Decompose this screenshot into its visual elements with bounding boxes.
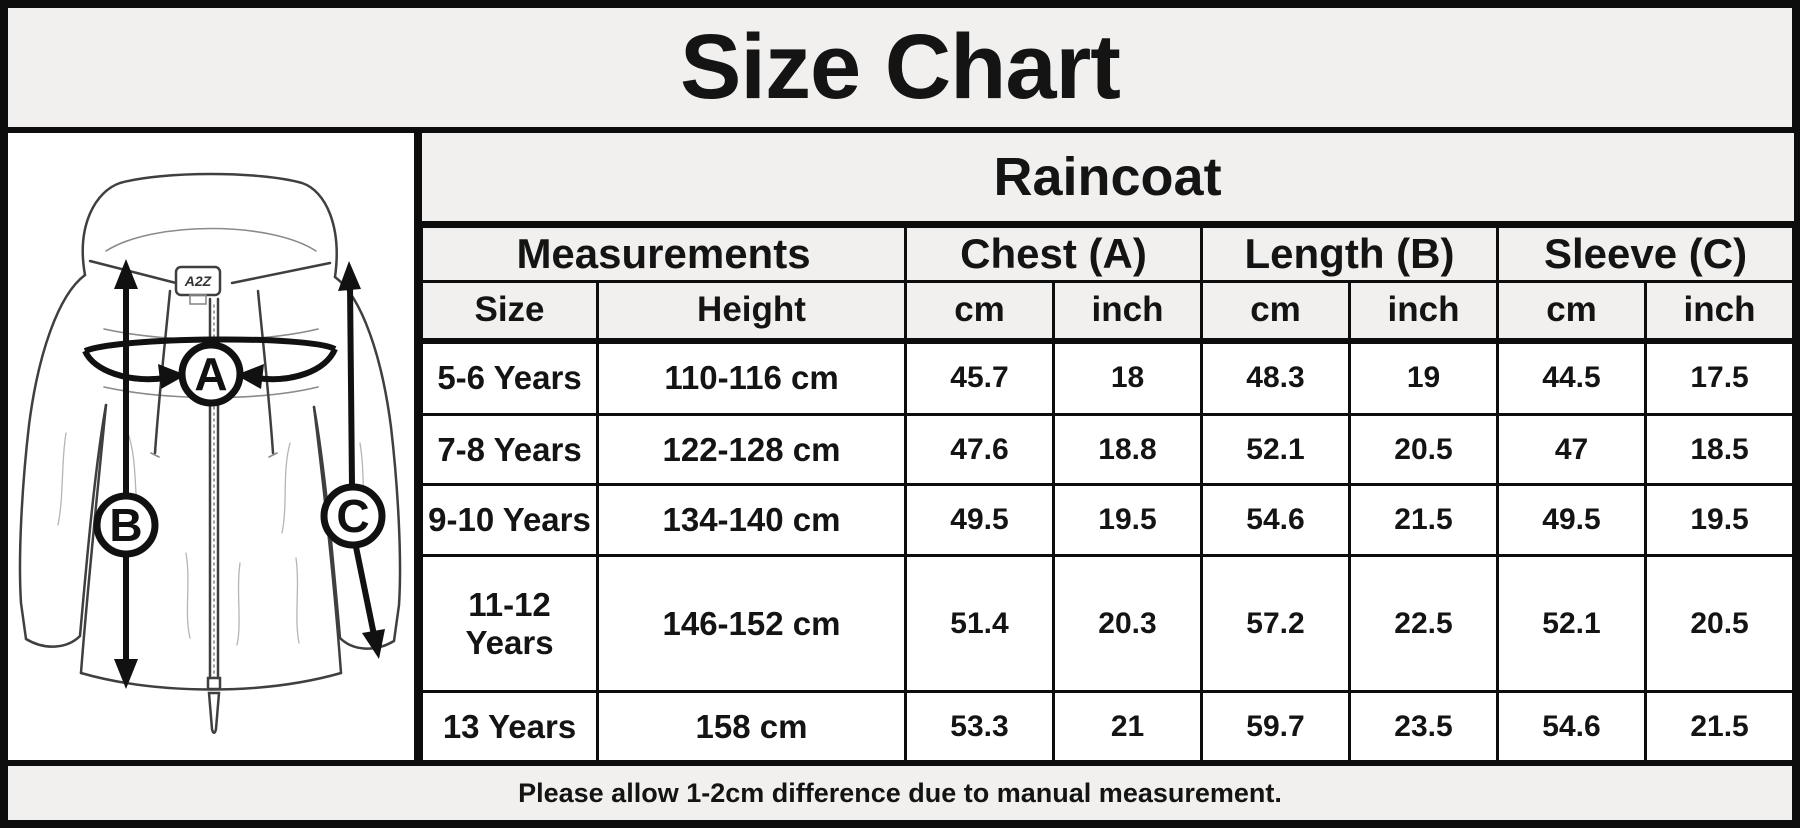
product-name: Raincoat — [421, 133, 1794, 228]
measurement-diagram-panel: A2Z A — [8, 133, 420, 760]
cell-sleeve-cm: 52.1 — [1496, 554, 1647, 694]
cell-length-inch: 20.5 — [1348, 412, 1499, 487]
table-row: 11-12 Years 146-152 cm 51.4 20.3 57.2 22… — [420, 554, 1796, 694]
cell-chest-cm: 51.4 — [904, 554, 1055, 694]
col-header-sleeve-inch: inch — [1643, 279, 1796, 344]
cell-height: 110-116 cm — [596, 339, 907, 416]
cell-length-inch: 21.5 — [1348, 483, 1499, 558]
raincoat-sketch: A2Z A — [18, 172, 402, 734]
cell-sleeve-inch: 18.5 — [1643, 412, 1796, 487]
col-header-sleeve-cm: cm — [1496, 279, 1647, 344]
col-header-chest-inch: inch — [1052, 279, 1203, 344]
label-b: B — [109, 499, 142, 551]
cell-chest-inch: 18 — [1052, 339, 1203, 416]
cell-length-cm: 57.2 — [1200, 554, 1351, 694]
cell-chest-inch: 20.3 — [1052, 554, 1203, 694]
size-table: Raincoat Measurements Chest (A) Length (… — [420, 133, 1796, 760]
cell-chest-inch: 18.8 — [1052, 412, 1203, 487]
brand-tag: A2Z — [174, 265, 222, 305]
cell-sleeve-cm: 54.6 — [1496, 690, 1647, 760]
group-header-measurements: Measurements — [420, 222, 907, 283]
table-row: 5-6 Years 110-116 cm 45.7 18 48.3 19 44.… — [420, 339, 1796, 416]
cell-chest-cm: 53.3 — [904, 690, 1055, 760]
group-header-row: Measurements Chest (A) Length (B) Sleeve… — [420, 222, 1796, 283]
cell-sleeve-cm: 44.5 — [1496, 339, 1647, 416]
cell-sleeve-inch: 17.5 — [1643, 339, 1796, 416]
cell-sleeve-inch: 21.5 — [1643, 690, 1796, 760]
table-row: 13 Years 158 cm 53.3 21 59.7 23.5 54.6 2… — [420, 690, 1796, 760]
measure-c-sleeve: C — [320, 261, 386, 659]
col-header-length-inch: inch — [1348, 279, 1499, 344]
cell-chest-cm: 47.6 — [904, 412, 1055, 487]
cell-height: 122-128 cm — [596, 412, 907, 487]
cell-chest-cm: 45.7 — [904, 339, 1055, 416]
measure-b-length: B — [93, 259, 159, 689]
cell-length-cm: 52.1 — [1200, 412, 1351, 487]
measure-a-chest: A — [82, 336, 338, 407]
size-table-wrap: Raincoat Measurements Chest (A) Length (… — [420, 133, 1796, 760]
table-row: 7-8 Years 122-128 cm 47.6 18.8 52.1 20.5… — [420, 412, 1796, 487]
col-header-height: Height — [596, 279, 907, 344]
cell-sleeve-cm: 47 — [1496, 412, 1647, 487]
cell-length-inch: 22.5 — [1348, 554, 1499, 694]
brand-tag-label: A2Z — [184, 273, 212, 289]
raincoat-outline — [18, 172, 402, 734]
cell-chest-inch: 21 — [1052, 690, 1203, 760]
col-header-length-cm: cm — [1200, 279, 1351, 344]
cell-size: 9-10 Years — [420, 483, 599, 558]
product-header-row: Raincoat — [421, 133, 1794, 228]
cell-sleeve-inch: 19.5 — [1643, 483, 1796, 558]
col-header-chest-cm: cm — [904, 279, 1055, 344]
cell-size: 13 Years — [420, 690, 599, 760]
cell-length-inch: 23.5 — [1348, 690, 1499, 760]
col-header-size: Size — [420, 279, 599, 344]
cell-height: 158 cm — [596, 690, 907, 760]
cell-length-inch: 19 — [1348, 339, 1499, 416]
cell-chest-cm: 49.5 — [904, 483, 1055, 558]
cell-size: 11-12 Years — [420, 554, 599, 694]
cell-length-cm: 48.3 — [1200, 339, 1351, 416]
cell-sleeve-inch: 20.5 — [1643, 554, 1796, 694]
group-header-length: Length (B) — [1200, 222, 1499, 283]
group-header-chest: Chest (A) — [904, 222, 1203, 283]
cell-length-cm: 59.7 — [1200, 690, 1351, 760]
cell-sleeve-cm: 49.5 — [1496, 483, 1647, 558]
cell-height: 134-140 cm — [596, 483, 907, 558]
content-area: A2Z A — [8, 133, 1796, 760]
group-header-sleeve: Sleeve (C) — [1495, 222, 1796, 283]
cell-size: 7-8 Years — [420, 412, 599, 487]
cell-size: 5-6 Years — [420, 339, 599, 416]
cell-chest-inch: 19.5 — [1052, 483, 1203, 558]
table-row: 9-10 Years 134-140 cm 49.5 19.5 54.6 21.… — [420, 483, 1796, 558]
label-a: A — [194, 348, 227, 400]
measurement-note: Please allow 1-2cm difference due to man… — [8, 760, 1792, 820]
sub-header-row: Size Height cm inch cm inch cm inch — [420, 279, 1796, 344]
label-c: C — [336, 490, 369, 542]
cell-height: 146-152 cm — [596, 554, 907, 694]
cell-length-cm: 54.6 — [1200, 483, 1351, 558]
page-title: Size Chart — [8, 8, 1792, 133]
